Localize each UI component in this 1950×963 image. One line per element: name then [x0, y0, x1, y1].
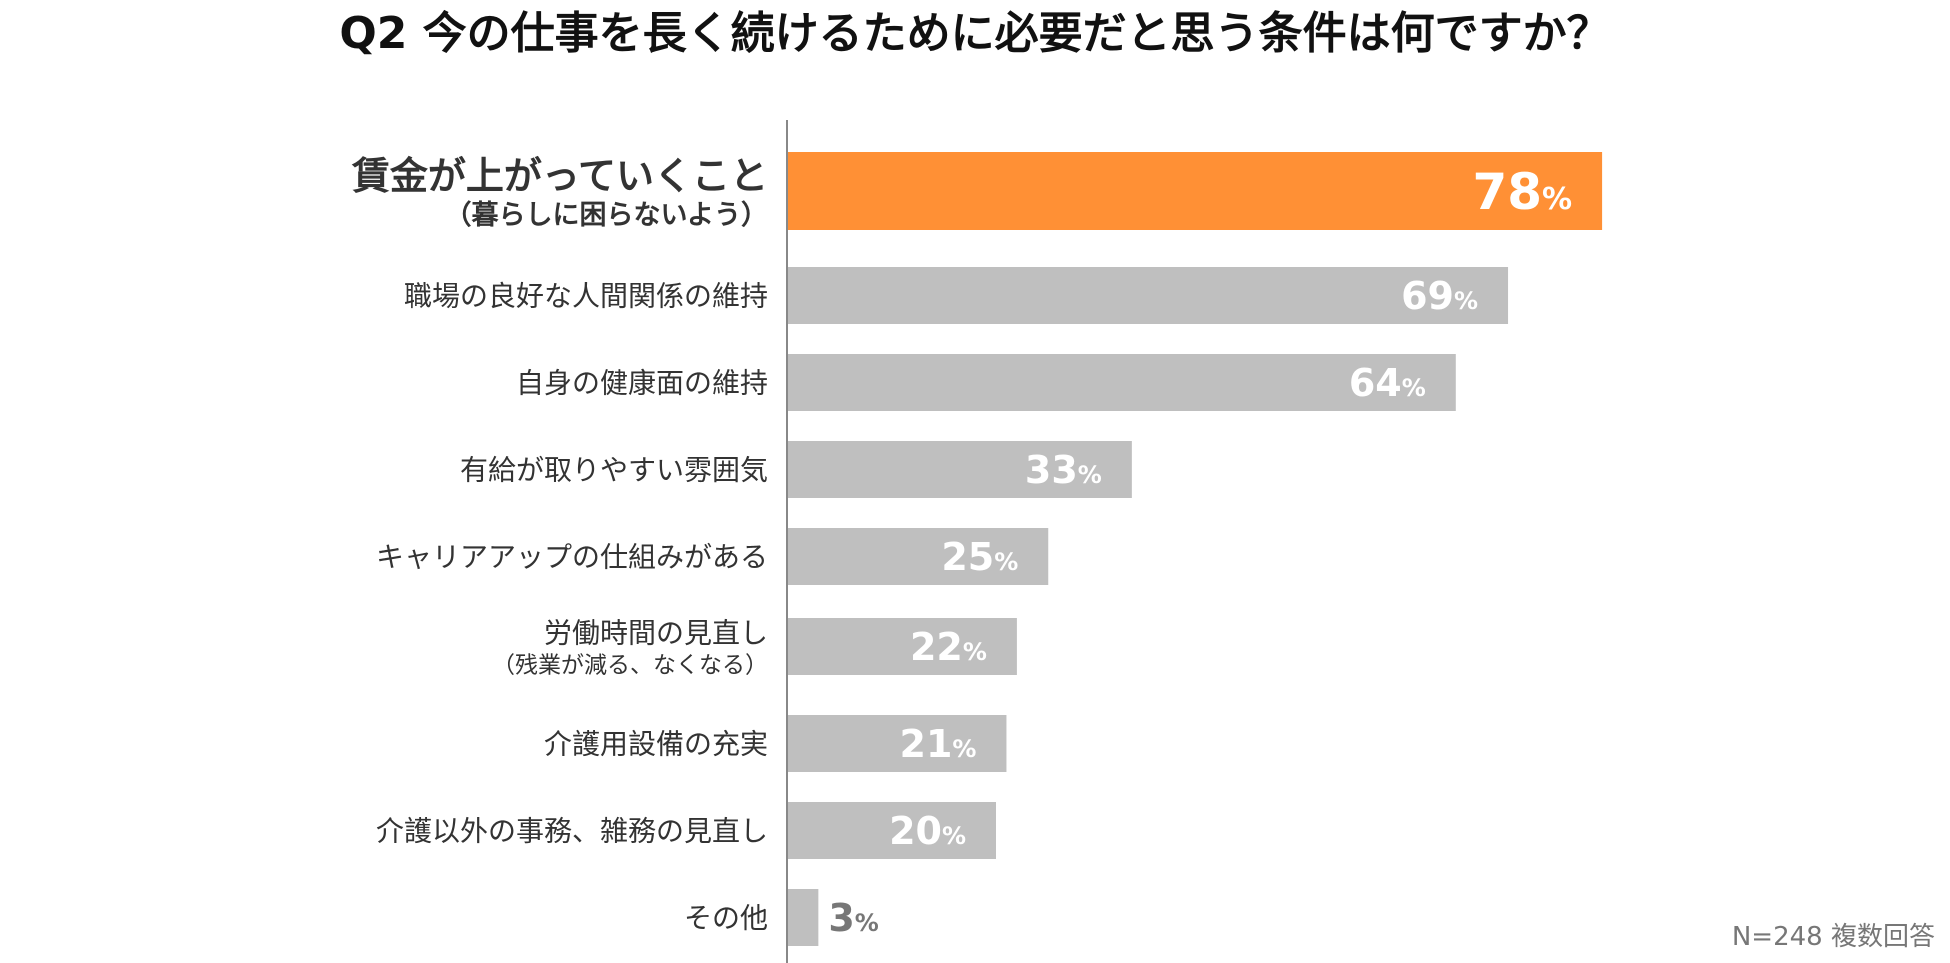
bars-group: 78% 賃金が上がっていくこと（暮らしに困らないよう） 69% 職場の良好な人間関係の…	[351, 152, 1603, 946]
category-label-1: 職場の良好な人間関係の維持	[404, 280, 768, 313]
category-label-6: 介護用設備の充実	[544, 728, 768, 761]
chart-title: Q2 今の仕事を長く続けるために必要だと思う条件は何ですか？	[339, 8, 1610, 59]
sample-size-note: N=248 複数回答	[1732, 922, 1935, 952]
value-label-6: 21%	[900, 722, 977, 766]
bar-2	[787, 354, 1456, 411]
value-label-3: 33%	[1025, 448, 1102, 492]
bar-6	[787, 715, 1007, 772]
bar-8	[787, 889, 819, 946]
bar-1	[787, 267, 1509, 324]
value-label-7: 20%	[889, 809, 966, 853]
bar-3	[787, 441, 1132, 498]
value-label-2: 64%	[1349, 361, 1426, 405]
value-label-1: 69%	[1401, 274, 1478, 318]
value-label-5: 22%	[910, 625, 987, 669]
category-label-0: 賃金が上がっていくこと	[351, 154, 768, 198]
bar-7	[787, 802, 996, 859]
bar-4	[787, 528, 1049, 585]
value-label-4: 25%	[941, 535, 1018, 579]
category-label-2: 自身の健康面の維持	[516, 367, 768, 400]
value-label-8: 3%	[828, 896, 879, 940]
category-label-3: 有給が取りやすい雰囲気	[460, 454, 768, 487]
category-label-4: キャリアアップの仕組みがある	[376, 541, 768, 574]
category-label-7: 介護以外の事務、雑務の見直し	[376, 815, 768, 848]
value-label-0: 78%	[1472, 163, 1572, 221]
bar-5	[787, 618, 1017, 675]
category-sublabel-0: （暮らしに困らないよう）	[445, 200, 768, 231]
category-label-5: 労働時間の見直し	[544, 617, 768, 650]
bar-0	[787, 152, 1603, 230]
category-label-8: その他	[684, 902, 768, 935]
category-sublabel-5: （残業が減る、なくなる）	[492, 653, 768, 679]
